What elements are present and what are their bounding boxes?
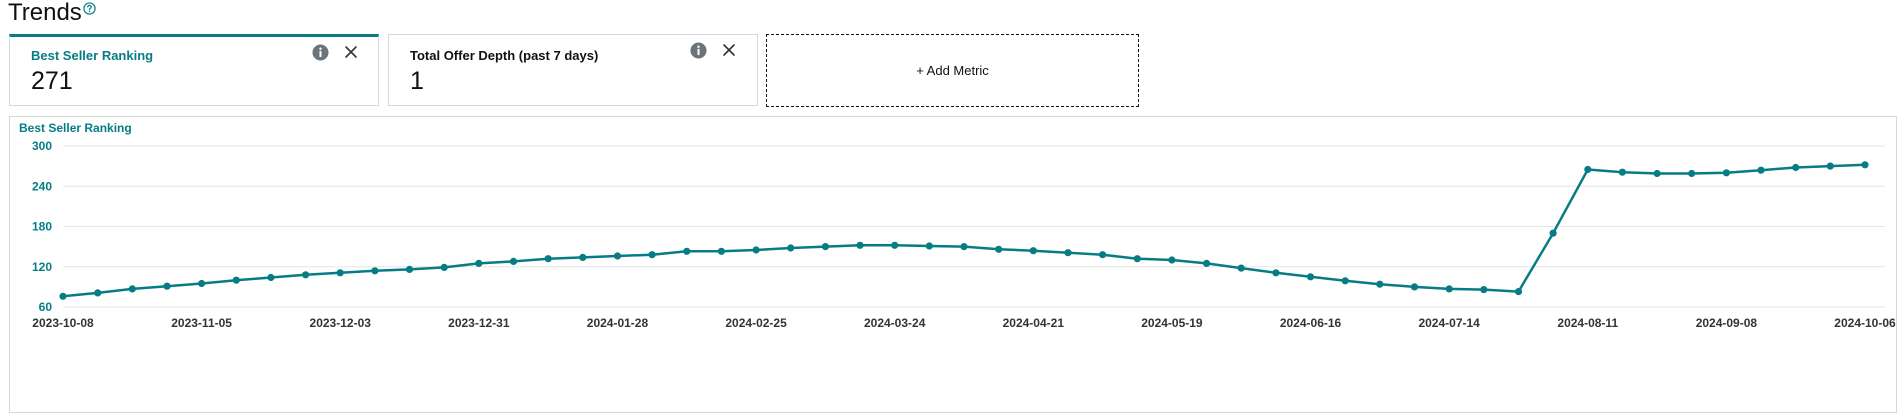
x-tick-label: 2024-03-24 [864,316,926,330]
data-point [1792,163,1800,172]
data-point [128,285,136,293]
data-point [1203,259,1211,267]
data-point [1480,286,1488,294]
data-point [544,255,552,263]
data-point [371,267,379,275]
y-tick-label: 300 [32,139,52,153]
x-tick-label: 2023-11-05 [171,316,232,330]
info-icon[interactable] [690,42,707,59]
x-tick-label: 2024-07-14 [1418,316,1480,330]
data-point [1272,269,1280,277]
x-tick-label: 2024-10-06 [1834,316,1896,330]
x-tick-label: 2023-12-31 [448,316,510,330]
data-point [891,241,899,249]
x-tick-label: 2024-02-25 [725,316,787,330]
close-icon[interactable] [344,45,358,59]
data-point [440,263,448,271]
data-point [1688,169,1696,178]
metric-label: Best Seller Ranking [31,48,154,63]
data-point [1168,256,1176,264]
data-point [856,241,864,249]
data-point [683,247,691,255]
data-point [648,251,656,259]
data-point [1722,169,1730,177]
data-point [1237,264,1245,272]
x-tick-label: 2024-09-08 [1696,316,1758,330]
info-icon[interactable] [312,44,329,61]
data-point [787,244,795,252]
data-point [1618,168,1626,176]
data-point [1549,229,1557,237]
add-metric-button[interactable]: + Add Metric [766,34,1139,107]
data-point [232,276,240,284]
data-point [59,292,67,300]
data-point [509,257,518,265]
data-point [752,246,760,254]
data-point [1133,255,1141,263]
add-metric-label: + Add Metric [916,63,989,78]
data-point [1306,273,1315,281]
y-tick-label: 120 [32,260,52,274]
x-tick-label: 2023-10-08 [32,316,94,330]
x-tick-label: 2024-04-21 [1003,316,1065,330]
data-point [405,265,414,273]
data-point [613,252,622,260]
data-point [1861,161,1869,169]
data-point [925,242,933,250]
data-point [1410,283,1419,291]
data-point [717,247,726,255]
data-point [1584,165,1592,174]
x-tick-label: 2024-01-28 [587,316,649,330]
data-point [267,273,275,282]
help-icon[interactable] [83,2,96,15]
data-point [1514,288,1523,296]
data-point [94,289,102,297]
y-tick-label: 60 [39,300,53,314]
data-point [302,271,310,279]
data-point [1757,166,1765,174]
data-point [1445,285,1453,293]
data-point [1064,249,1072,257]
data-point [475,259,483,267]
chart-title: Best Seller Ranking [19,121,132,135]
metric-value: 271 [31,67,73,95]
metric-card-total-offer-depth[interactable]: Total Offer Depth (past 7 days) 1 [388,34,758,106]
data-point [1653,169,1661,178]
data-point [163,282,171,290]
data-point [1029,247,1037,255]
x-tick-label: 2024-06-16 [1280,316,1342,330]
data-point [821,243,830,251]
data-point [1099,251,1107,259]
data-point [579,253,587,261]
data-point [198,279,206,288]
x-tick-label: 2023-12-03 [310,316,372,330]
trends-header: Trends [8,0,96,26]
data-point [1376,280,1384,288]
data-point [995,245,1003,253]
data-point [1826,162,1834,170]
page-title: Trends [8,0,82,26]
series-line [62,163,1866,298]
x-tick-label: 2024-08-11 [1557,316,1618,330]
data-point [336,269,344,277]
y-tick-label: 240 [32,179,52,193]
metric-card-best-seller-ranking[interactable]: Best Seller Ranking 271 [9,34,379,106]
y-tick-label: 180 [32,220,52,234]
data-point [960,243,968,251]
data-point [1341,277,1349,285]
close-icon[interactable] [722,43,736,57]
chart-panel: Best Seller Ranking 300 240 180 120 60 2023-… [9,116,1897,413]
line-chart: Best Seller Ranking 300 240 180 120 60 2023-… [19,121,1896,330]
metric-label: Total Offer Depth (past 7 days) [410,48,599,63]
x-tick-label: 2024-05-19 [1141,316,1203,330]
metric-value: 1 [410,67,424,95]
